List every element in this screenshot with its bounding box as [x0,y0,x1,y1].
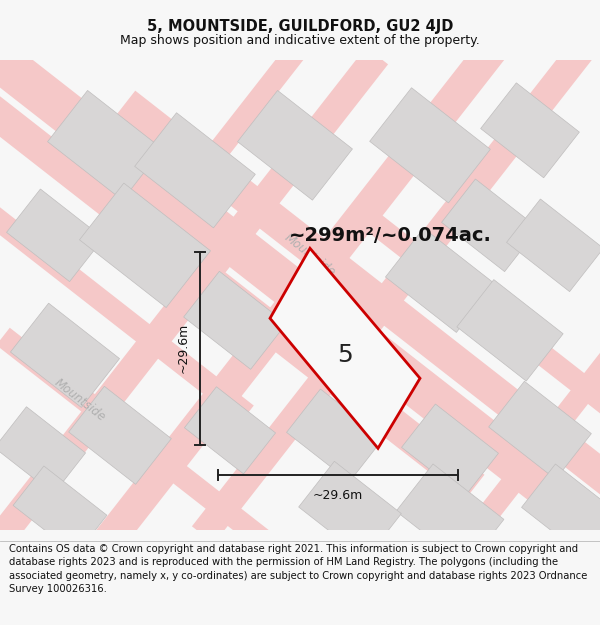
Polygon shape [287,389,383,482]
Polygon shape [13,466,107,554]
Text: 5: 5 [337,343,353,367]
Text: 5, MOUNTSIDE, GUILDFORD, GU2 4JD: 5, MOUNTSIDE, GUILDFORD, GU2 4JD [147,19,453,34]
Polygon shape [0,2,600,589]
Polygon shape [184,387,275,474]
Polygon shape [370,88,490,203]
Polygon shape [506,199,600,292]
Polygon shape [192,0,600,544]
Polygon shape [299,461,401,559]
Polygon shape [184,271,286,369]
Text: ~299m²/~0.074ac.: ~299m²/~0.074ac. [289,226,491,245]
Polygon shape [442,179,538,272]
Polygon shape [47,91,163,200]
Polygon shape [7,189,103,282]
Polygon shape [457,279,563,381]
Polygon shape [521,464,600,557]
Polygon shape [238,91,352,200]
Polygon shape [79,183,211,308]
Polygon shape [396,464,504,567]
Polygon shape [116,91,600,625]
Polygon shape [0,407,86,494]
Text: Contains OS data © Crown copyright and database right 2021. This information is : Contains OS data © Crown copyright and d… [9,544,587,594]
Text: Mountside: Mountside [282,231,338,279]
Polygon shape [0,47,388,625]
Polygon shape [134,112,256,228]
Text: Map shows position and indicative extent of the property.: Map shows position and indicative extent… [120,34,480,47]
Polygon shape [68,386,172,484]
Polygon shape [10,303,119,408]
Text: ~29.6m: ~29.6m [313,489,363,502]
Polygon shape [0,98,254,423]
Polygon shape [385,228,494,332]
Polygon shape [401,404,499,497]
Polygon shape [488,381,592,479]
Polygon shape [398,296,600,624]
Polygon shape [0,0,484,500]
Polygon shape [270,248,420,448]
Polygon shape [481,83,580,178]
Text: Mountside: Mountside [52,376,108,424]
Text: ~29.6m: ~29.6m [176,323,190,373]
Polygon shape [0,328,404,625]
Polygon shape [10,0,590,625]
Polygon shape [346,198,600,523]
Polygon shape [118,0,382,274]
